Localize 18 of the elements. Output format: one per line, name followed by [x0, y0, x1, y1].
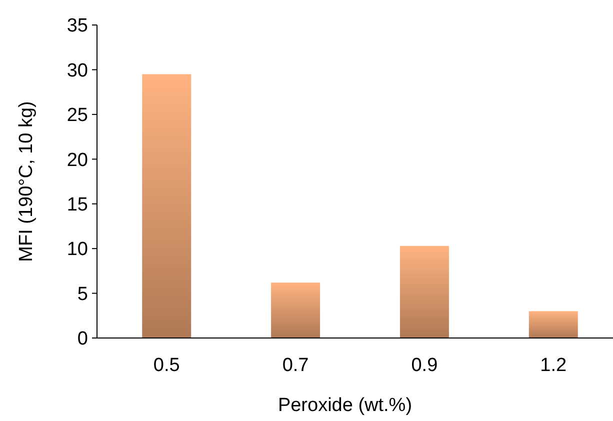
bar — [142, 74, 192, 338]
x-tick-label: 1.2 — [540, 355, 567, 376]
bar — [528, 311, 578, 338]
x-axis-title: Peroxide (wt.%) — [278, 395, 412, 416]
y-tick-label: 0 — [77, 328, 88, 350]
x-tick-label: 0.9 — [411, 355, 438, 376]
y-tick-label: 15 — [66, 194, 88, 216]
bar — [271, 282, 320, 338]
bar — [400, 246, 449, 338]
x-tick-label: 0.7 — [282, 355, 309, 376]
y-tick-label: 20 — [66, 150, 88, 171]
y-tick-label: 35 — [66, 16, 88, 37]
y-tick-label: 30 — [66, 60, 88, 82]
y-tick-label: 25 — [66, 105, 88, 126]
y-tick-label: 10 — [66, 239, 88, 260]
y-axis-title: MFI (190°C, 10 kg) — [16, 101, 37, 262]
y-tick-label: 5 — [77, 284, 88, 305]
x-tick-label: 0.5 — [153, 355, 180, 376]
